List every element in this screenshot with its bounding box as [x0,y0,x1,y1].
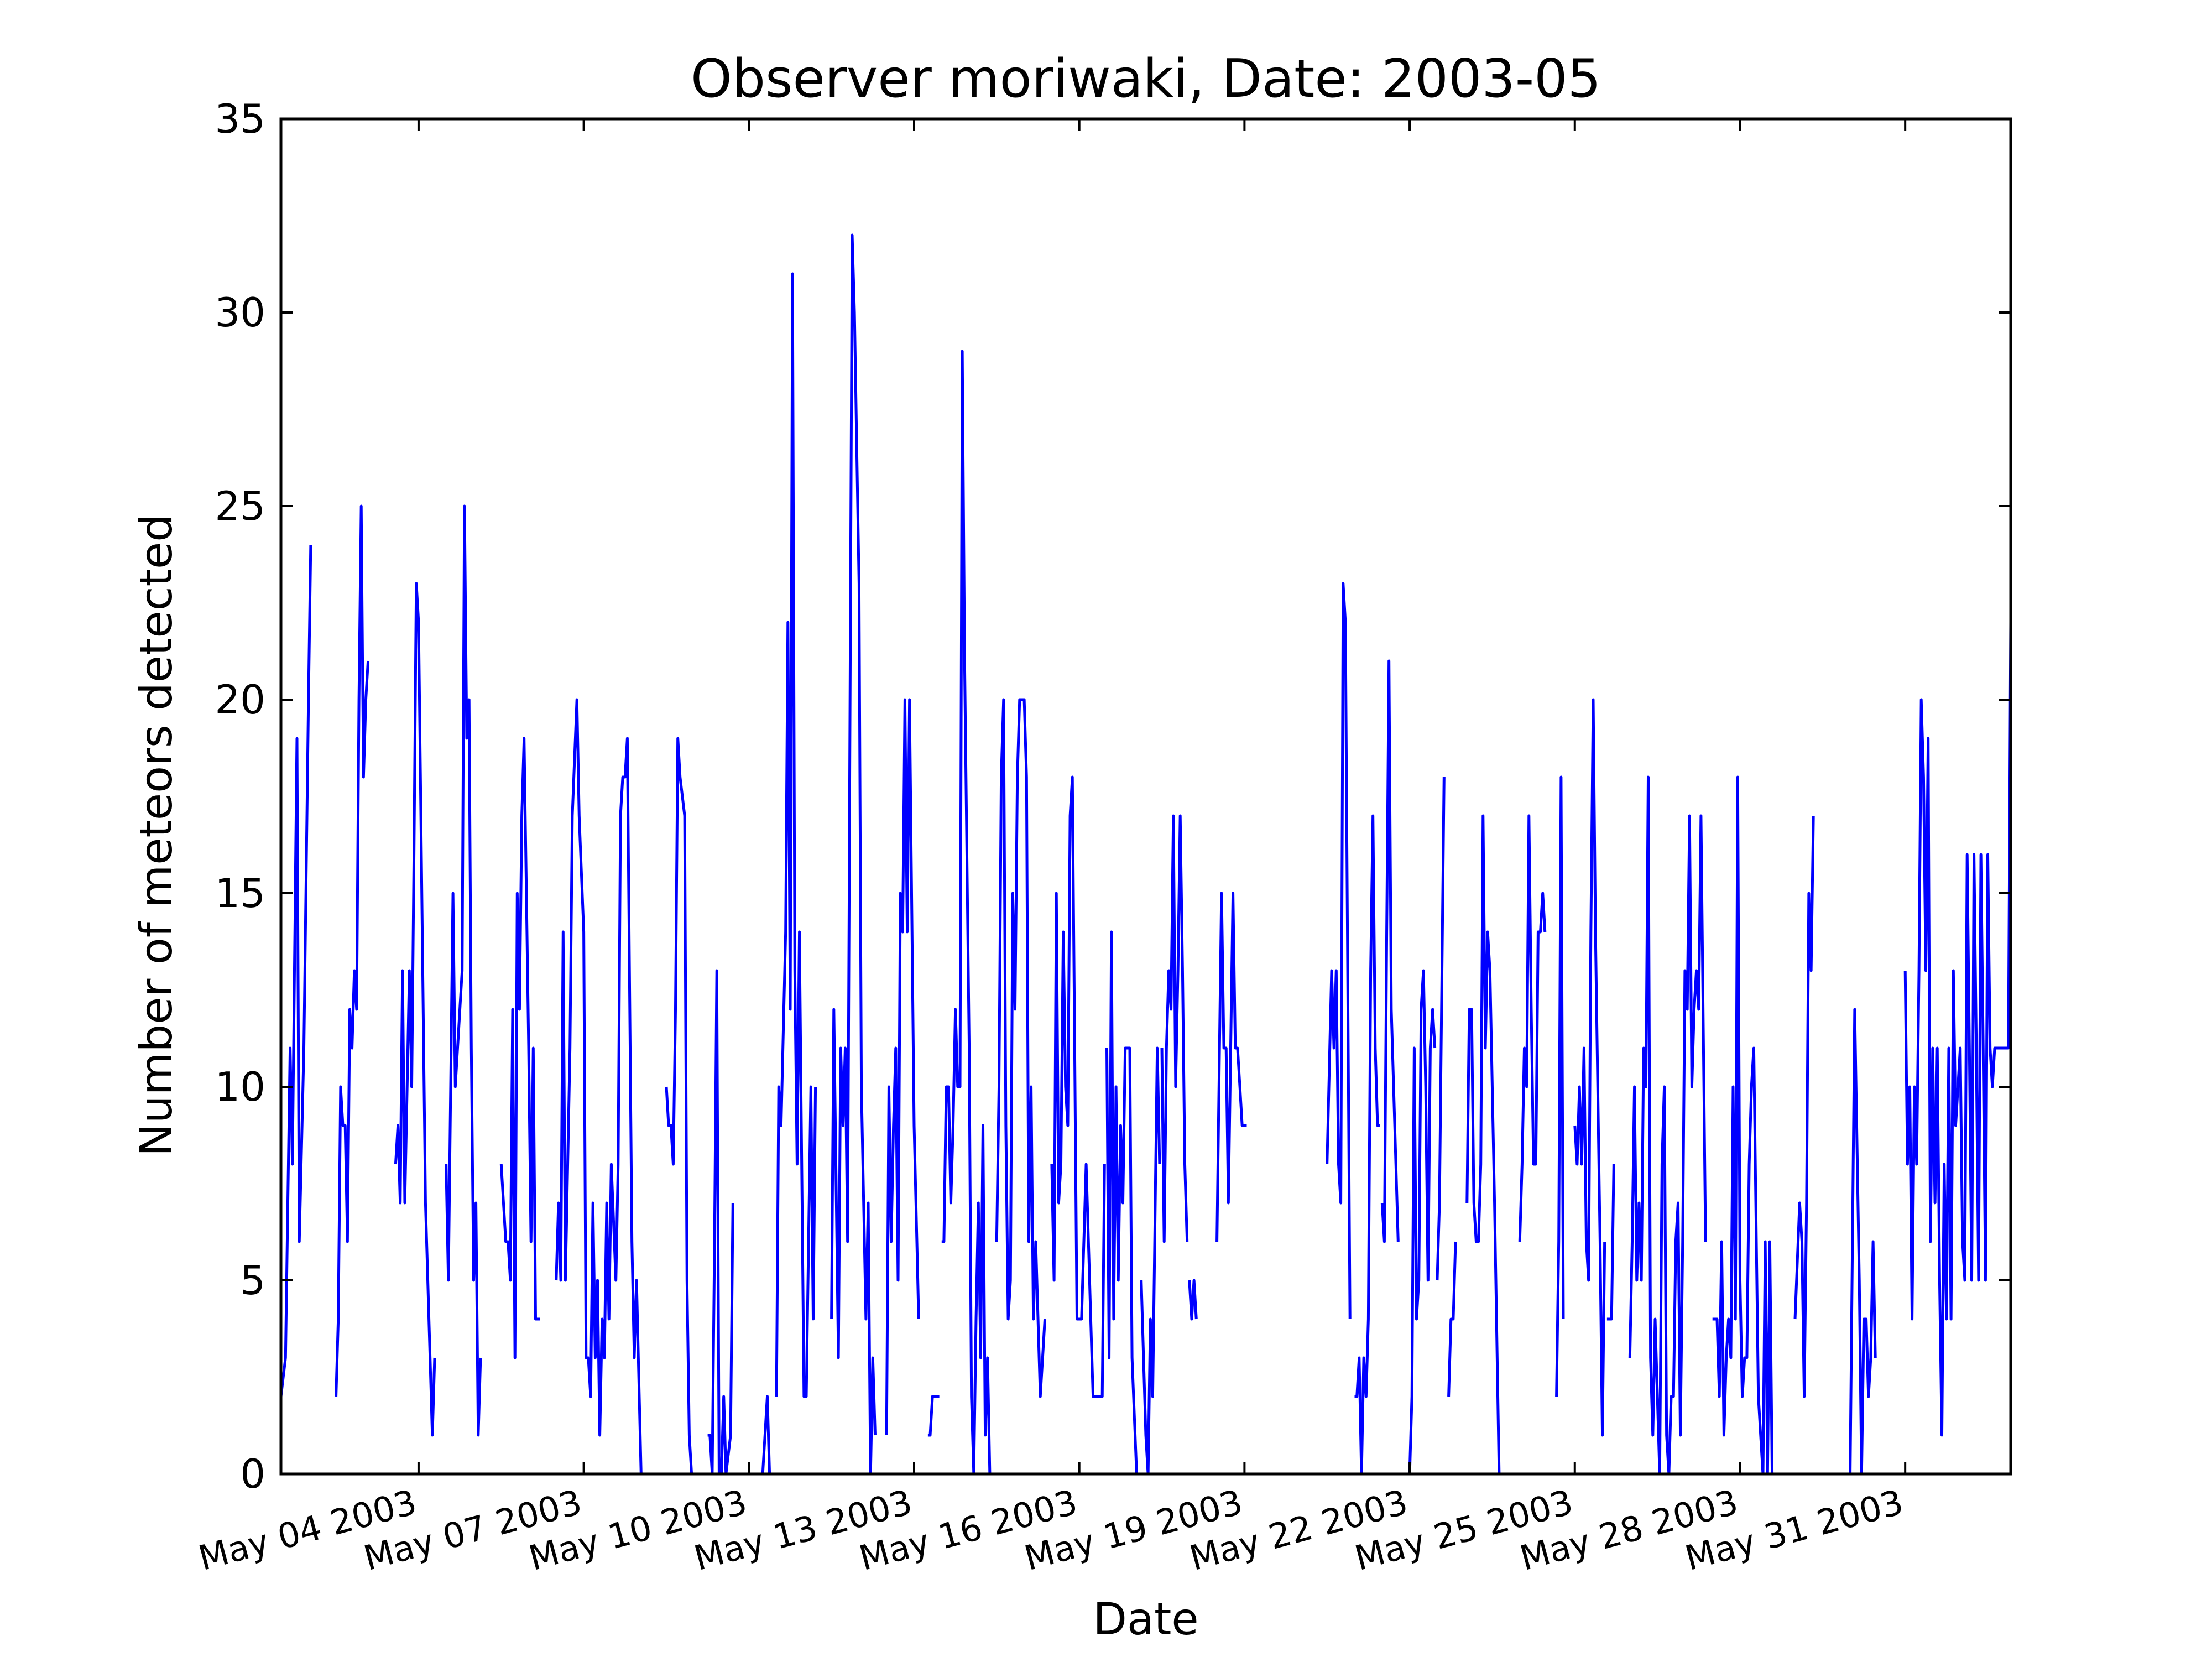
series-line-segment [830,233,877,1476]
y-axis-label: Number of meteors detected [131,514,182,1156]
y-tick-label: 0 [240,1451,265,1497]
plot-area-frame [279,117,2012,1476]
series-line-segment [1188,1279,1198,1321]
y-tick-label: 30 [215,289,265,336]
chart-title: Observer moriwaki, Date: 2003-05 [691,49,1601,110]
series-line-segment [941,350,992,1476]
series-line-segment [1380,659,1400,1243]
series-line-segment [499,737,540,1359]
y-tick-label: 10 [215,1064,265,1110]
series-line-segment [1215,892,1247,1242]
series-line-segment [1160,814,1189,1243]
series-line-segment [335,504,370,1397]
series-line-segment [1573,698,1606,1437]
y-tick-label: 5 [240,1257,265,1304]
y-axis-ticks: 0 5 10 15 20 25 30 35 [215,96,2011,1497]
series-line-segment [665,737,693,1475]
series-line-segment [775,272,817,1398]
y-tick-label: 25 [215,483,265,529]
series-line-segment [279,544,312,1397]
series-line-segment [1408,969,1437,1475]
series-line-segment [1050,775,1106,1398]
series-line-segment [1849,1008,1877,1476]
series-line-segment [1465,814,1501,1475]
series-line-segment [1436,777,1446,1281]
series-line-segment [394,582,436,1437]
y-tick-label: 20 [215,676,265,723]
series-line-segment [1354,814,1380,1476]
x-axis-label: Date [1093,1593,1198,1645]
series-line-segment [1712,775,1774,1476]
series-line-segment [995,698,1046,1398]
series-line-segment [885,698,920,1436]
series-line-segment [1555,775,1565,1397]
series-line-segment [1606,1164,1615,1321]
y-tick-label: 35 [215,96,265,142]
series-line-segment [555,698,643,1475]
series-line-segment [1903,622,2012,1437]
series-line-segment [1447,1241,1457,1397]
y-tick-label: 15 [215,870,265,916]
series-line-group [279,233,2012,1476]
series-line-segment [445,504,482,1437]
series-line-segment [1105,930,1138,1475]
series-line-segment [1518,814,1547,1242]
series-line-segment [927,1395,940,1437]
series-line-segment [1793,815,1815,1398]
series-line-segment [1326,582,1352,1320]
series-line-segment [761,1395,771,1475]
series-line-segment [1140,1046,1161,1476]
series-line-segment [1628,775,1707,1476]
